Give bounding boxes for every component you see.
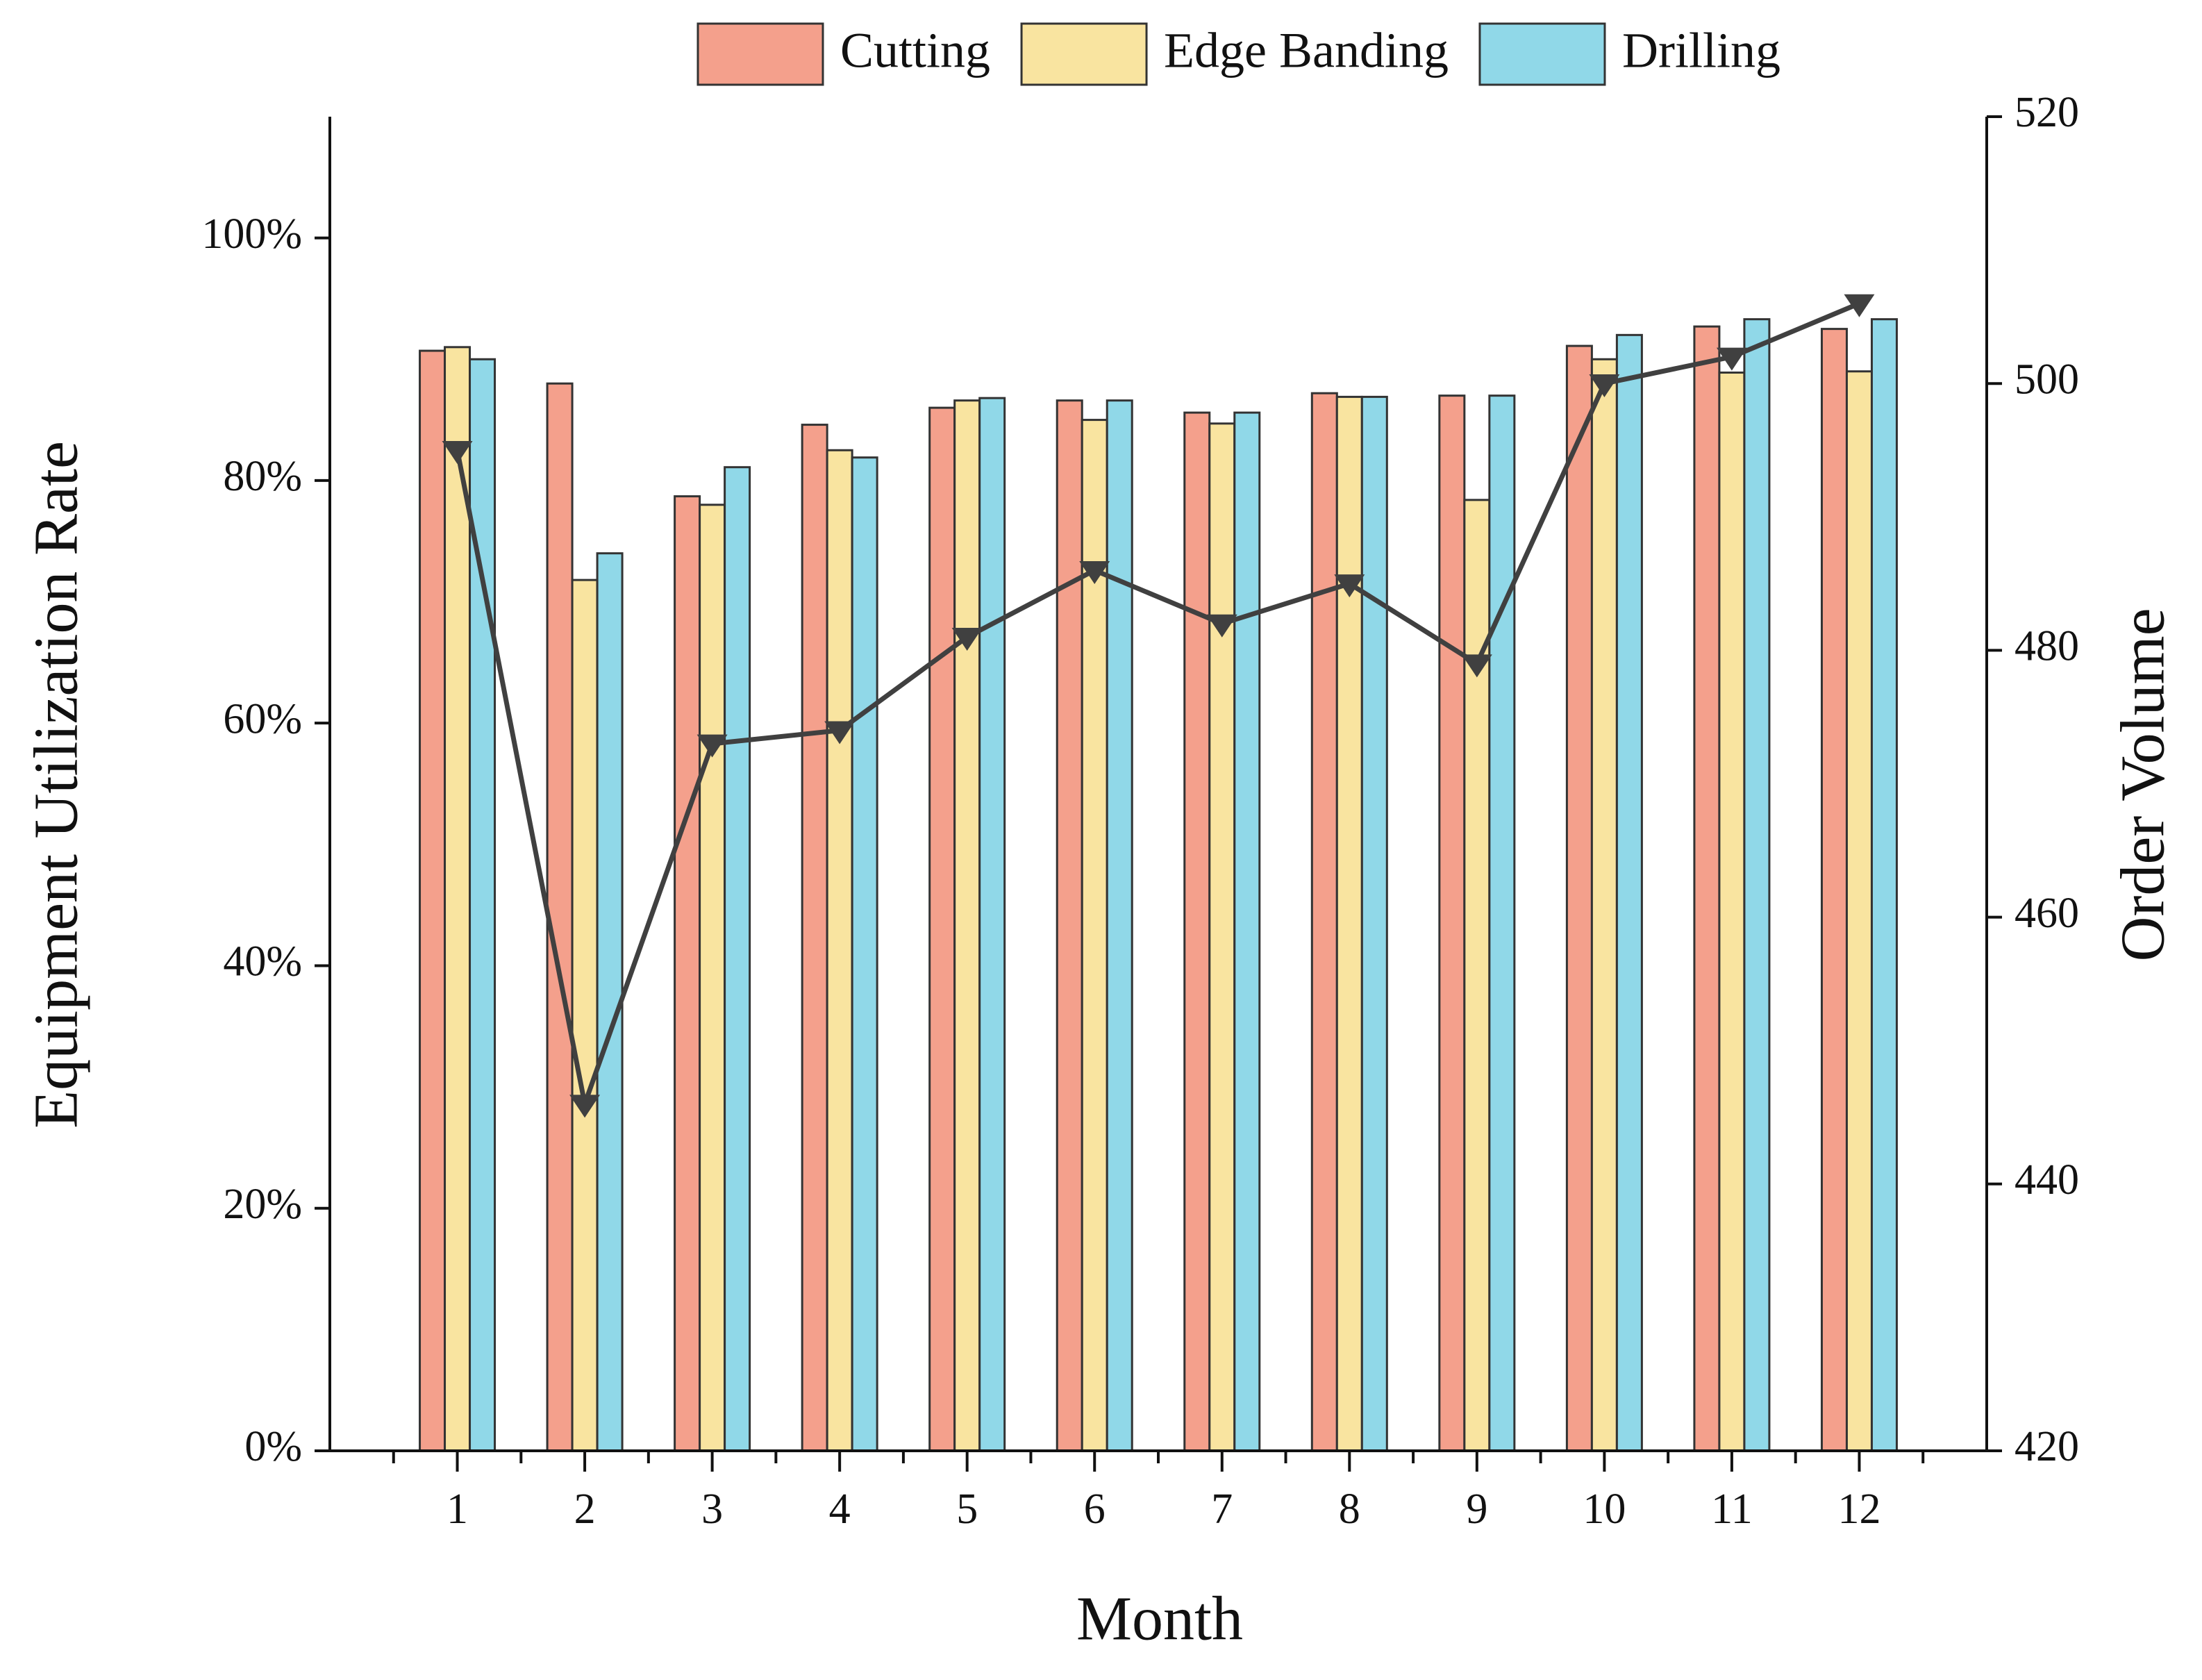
bar (546, 382, 574, 1452)
y2-tick-label: 440 (2015, 1156, 2079, 1204)
marker (951, 627, 983, 651)
marker (1844, 294, 1875, 317)
bar (699, 504, 726, 1452)
x-tick-label: 4 (829, 1486, 851, 1533)
bar (1056, 399, 1083, 1452)
bar (801, 424, 828, 1452)
x-tick-label: 1 (447, 1486, 468, 1533)
bar (1438, 394, 1466, 1452)
bar (444, 346, 472, 1452)
marker (1589, 374, 1620, 397)
y2-axis-title: Order Volume (2109, 608, 2178, 961)
x-tick-label: 8 (1339, 1486, 1360, 1533)
y-tick-label: 20% (223, 1181, 302, 1228)
bar (724, 466, 751, 1452)
bar (1615, 333, 1643, 1452)
legend-swatch (1020, 22, 1148, 86)
bar (1488, 394, 1516, 1452)
bar (1845, 370, 1873, 1452)
x-tick-label: 12 (1837, 1486, 1880, 1533)
bar (596, 552, 624, 1452)
y2-tick-label: 500 (2015, 356, 2079, 403)
line (455, 301, 1860, 1113)
bar (1590, 358, 1618, 1452)
bar (978, 397, 1006, 1452)
bar (674, 495, 701, 1452)
marker (1079, 560, 1110, 584)
y-tick-label: 60% (223, 695, 302, 742)
x-tick-label: 9 (1466, 1486, 1487, 1533)
bar (1208, 422, 1236, 1452)
x-tick-label: 2 (574, 1486, 596, 1533)
legend-swatch (697, 22, 824, 86)
bar (928, 406, 956, 1452)
bar (1565, 344, 1593, 1452)
x-tick-label: 11 (1711, 1486, 1753, 1533)
y-tick-label: 0% (244, 1423, 302, 1470)
x-tick-label: 3 (701, 1486, 723, 1533)
marker (824, 721, 856, 745)
y2-tick-label: 420 (2015, 1423, 2079, 1470)
y-axis-title: Equipment Utilization Rate (22, 441, 91, 1129)
y2-tick-label: 480 (2015, 623, 2079, 670)
bar (851, 456, 878, 1452)
bar (1106, 399, 1133, 1452)
x-tick-label: 10 (1583, 1486, 1626, 1533)
marker (569, 1095, 601, 1118)
legend-label: Cutting (840, 23, 990, 78)
x-axis-title: Month (1076, 1585, 1243, 1654)
y2-tick-label: 520 (2015, 89, 2079, 136)
y-tick-label: 100% (201, 210, 302, 258)
bar (1183, 411, 1211, 1452)
bar (1335, 395, 1363, 1452)
marker (1334, 574, 1365, 598)
bar (571, 579, 599, 1452)
y2-tick-label: 460 (2015, 890, 2079, 937)
y-tick-label: 40% (223, 938, 302, 985)
bar (1360, 395, 1388, 1452)
legend-label: Edge Banding (1164, 23, 1449, 78)
bar (1310, 392, 1338, 1452)
bar (826, 449, 853, 1452)
y-tick-label: 80% (223, 453, 302, 500)
marker (442, 441, 473, 465)
bar (1081, 419, 1108, 1452)
marker (1206, 614, 1237, 638)
bar (1870, 318, 1898, 1452)
marker (697, 734, 728, 758)
bar (953, 399, 981, 1452)
legend-swatch (1478, 22, 1606, 86)
bar (1233, 411, 1261, 1452)
legend-label: Drilling (1622, 23, 1780, 78)
x-tick-label: 7 (1211, 1486, 1233, 1533)
marker (1716, 347, 1747, 371)
bar (1718, 371, 1746, 1452)
bar (1820, 328, 1848, 1452)
marker (1461, 654, 1492, 678)
x-tick-label: 5 (956, 1486, 978, 1533)
bar (419, 349, 447, 1452)
x-tick-label: 6 (1084, 1486, 1106, 1533)
bar (1693, 325, 1721, 1452)
bar (1743, 318, 1771, 1452)
